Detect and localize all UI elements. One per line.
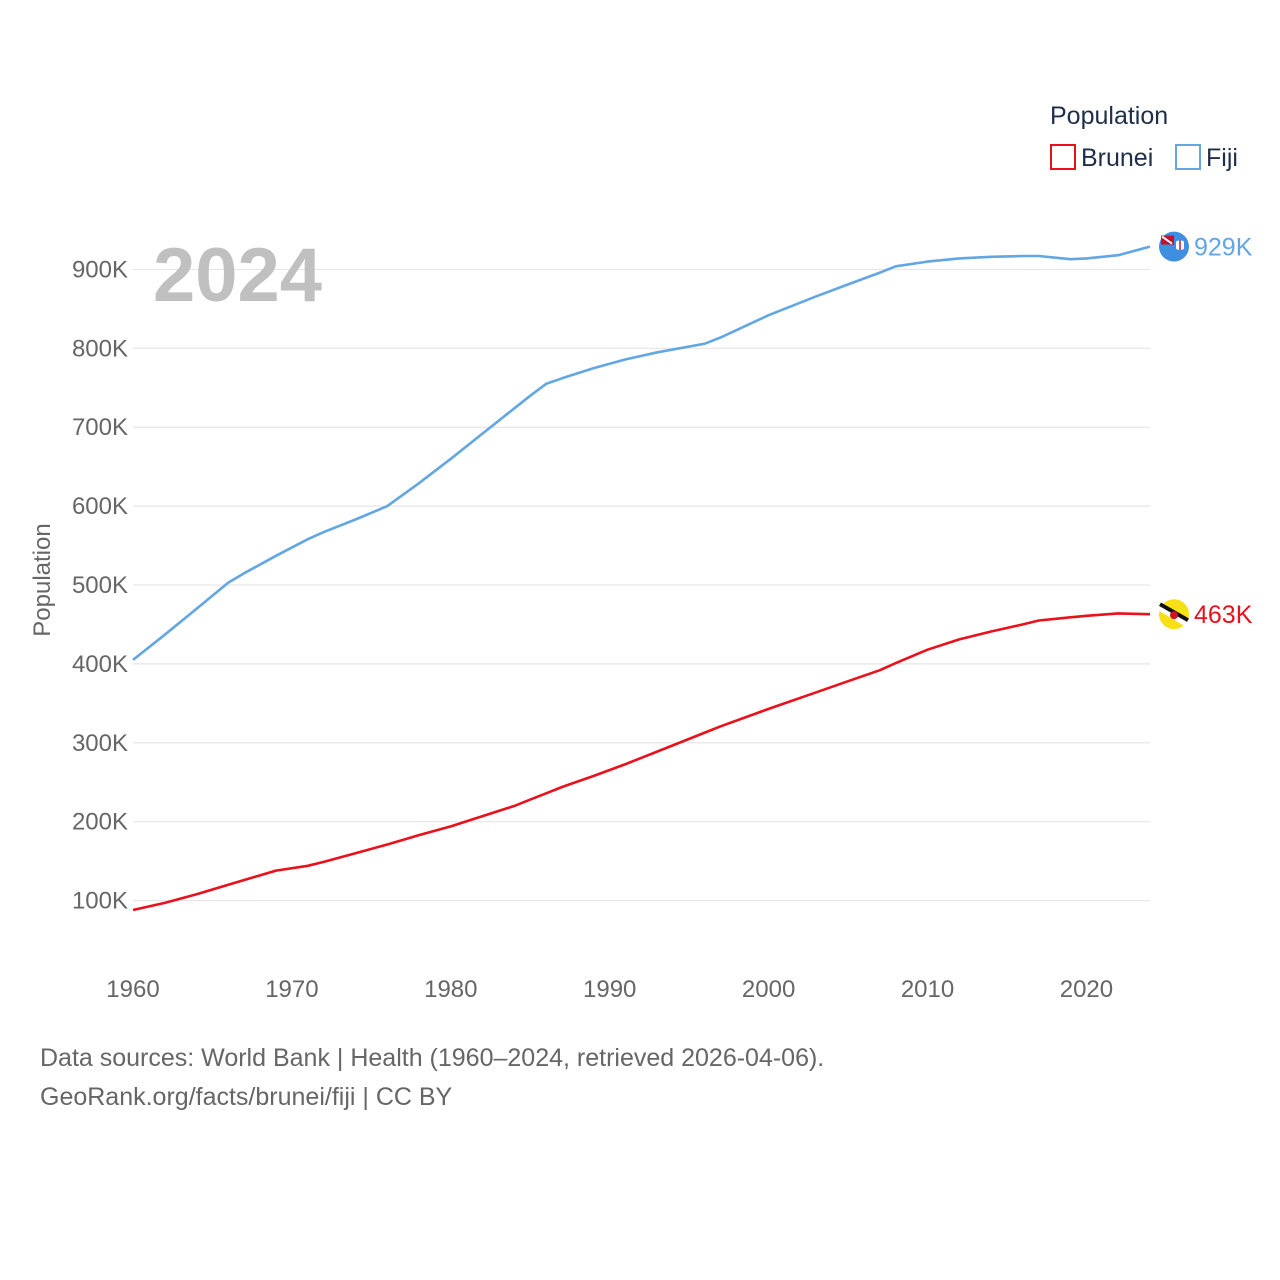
year-label: 2024 xyxy=(153,233,322,318)
x-tick-label: 2020 xyxy=(1060,976,1113,1003)
series-line-brunei[interactable] xyxy=(132,612,1151,912)
y-tick-label: 900K xyxy=(72,256,128,283)
x-tick-label: 1980 xyxy=(424,976,477,1003)
legend[interactable]: Population Brunei Fiji xyxy=(1050,102,1238,172)
y-tick-label: 500K xyxy=(72,572,128,599)
y-axis: 100K 200K 300K 400K 500K 600K 700K 800K 900K xyxy=(72,256,128,914)
x-tick-label: 1970 xyxy=(265,976,318,1003)
x-axis: 1960 1970 1980 1990 2000 2010 2020 xyxy=(106,976,1113,1003)
y-tick-label: 400K xyxy=(72,651,128,678)
end-value-label-fiji: 929K xyxy=(1194,234,1253,262)
gridlines xyxy=(133,268,1150,902)
legend-title: Population xyxy=(1050,102,1168,130)
end-markers: 929K 463K xyxy=(1156,231,1253,630)
y-tick-label: 200K xyxy=(72,809,128,836)
source-line-1: Data sources: World Bank | Health (1960–… xyxy=(40,1044,825,1072)
x-tick-label: 1960 xyxy=(106,976,159,1003)
legend-label: Fiji xyxy=(1206,144,1238,172)
series-line-fiji[interactable] xyxy=(132,245,1151,661)
x-tick-label: 1990 xyxy=(583,976,636,1003)
legend-swatch xyxy=(1175,144,1201,170)
legend-label: Brunei xyxy=(1081,144,1153,172)
series-lines xyxy=(132,245,1151,912)
source-line-2[interactable]: GeoRank.org/facts/brunei/fiji | CC BY xyxy=(40,1083,453,1111)
end-value-label-brunei: 463K xyxy=(1194,601,1253,629)
legend-item-fiji[interactable]: Fiji xyxy=(1175,144,1238,172)
y-tick-label: 100K xyxy=(72,888,128,915)
legend-swatch xyxy=(1050,144,1076,170)
x-tick-label: 2000 xyxy=(742,976,795,1003)
y-axis-title: Population xyxy=(29,523,56,636)
y-tick-label: 300K xyxy=(72,730,128,757)
y-tick-label: 800K xyxy=(72,335,128,362)
y-tick-label: 700K xyxy=(72,414,128,441)
brunei-flag-icon xyxy=(1156,599,1190,630)
y-tick-label: 600K xyxy=(72,493,128,520)
legend-item-brunei[interactable]: Brunei xyxy=(1050,144,1153,172)
x-tick-label: 2010 xyxy=(901,976,954,1003)
fiji-flag-icon xyxy=(1159,231,1189,262)
